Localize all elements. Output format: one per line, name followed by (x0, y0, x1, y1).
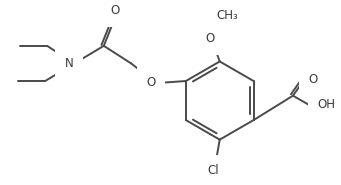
Text: Cl: Cl (207, 164, 219, 177)
Text: CH₃: CH₃ (217, 9, 239, 22)
Text: O: O (146, 76, 155, 90)
Text: O: O (110, 4, 119, 18)
Text: O: O (308, 73, 317, 86)
Text: N: N (65, 57, 74, 70)
Text: OH: OH (317, 98, 335, 111)
Text: O: O (205, 33, 214, 46)
